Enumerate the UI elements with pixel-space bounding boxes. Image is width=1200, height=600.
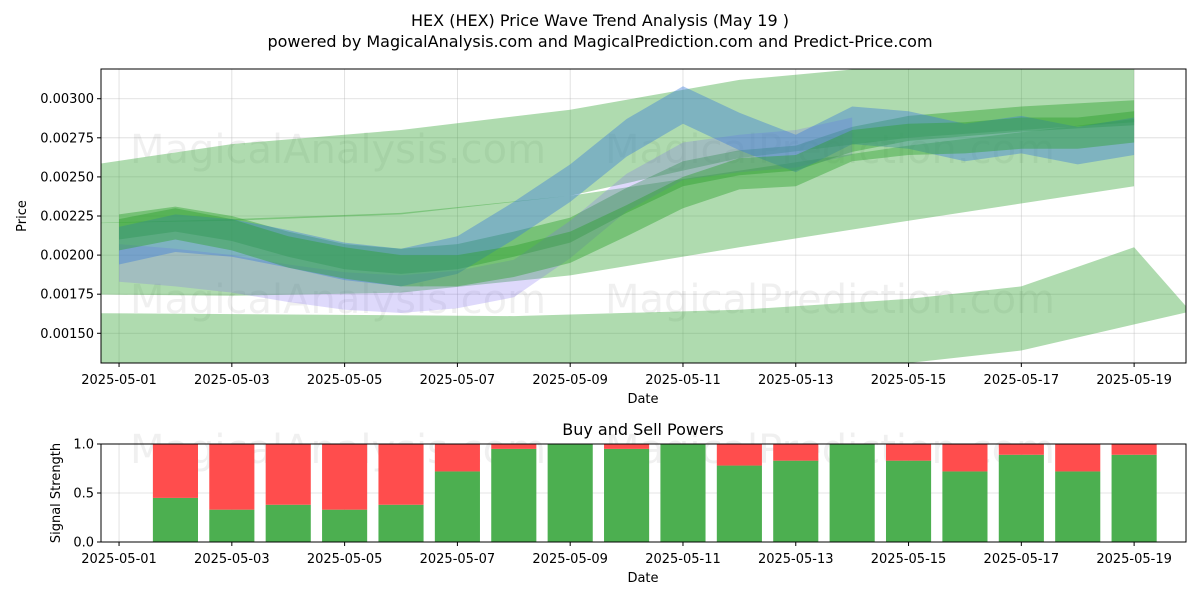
top-y-tick-label-1: 0.00175 [40, 288, 94, 303]
watermark-prediction-mid: MagicalPrediction.com [605, 277, 1055, 323]
bottom-y-tick-label-2: 1.0 [73, 438, 94, 453]
watermark-analysis-top: MagicalAnalysis.com [130, 127, 546, 173]
sell-bar-2025-05-15 [885, 444, 932, 461]
price-band-green-0 [101, 69, 1135, 224]
top-x-tick-label-8: 2025-05-17 [984, 373, 1060, 388]
bottom-plot-title: Buy and Sell Powers [562, 420, 724, 439]
bottom-x-tick-label-1: 2025-05-03 [194, 552, 270, 567]
bottom-x-tick-label-3: 2025-05-07 [420, 552, 496, 567]
buy-bar-2025-05-16 [942, 471, 988, 542]
sell-bar-2025-05-12 [716, 444, 762, 466]
top-x-tick-label-1: 2025-05-03 [194, 373, 270, 388]
buy-bar-2025-05-02 [152, 497, 198, 542]
sell-bar-2025-05-08 [491, 444, 537, 449]
sell-bar-2025-05-10 [604, 444, 650, 449]
buy-bar-2025-05-18 [1055, 471, 1101, 542]
buy-bar-2025-05-17 [998, 454, 1044, 542]
sell-bar-2025-05-03 [209, 444, 255, 510]
price-band-violet-4 [119, 117, 853, 313]
chart-title: HEX (HEX) Price Wave Trend Analysis (May… [411, 11, 789, 30]
price-bands [101, 69, 1186, 363]
top-x-tick-label-7: 2025-05-15 [871, 373, 947, 388]
buy-bar-2025-05-06 [378, 504, 424, 542]
bottom-x-tick-label-5: 2025-05-11 [645, 552, 721, 567]
bottom-y-tick-label-1: 0.5 [73, 487, 94, 502]
sell-bar-2025-05-02 [152, 444, 198, 498]
bottom-x-axis-label: Date [627, 571, 658, 586]
sell-bar-2025-05-17 [998, 444, 1044, 455]
top-y-tick-label-0: 0.00150 [40, 327, 94, 342]
top-y-tick-label-3: 0.00225 [40, 210, 94, 225]
sell-bar-2025-05-05 [322, 444, 368, 510]
top-x-tick-label-5: 2025-05-11 [645, 373, 721, 388]
chart-subtitle: powered by MagicalAnalysis.com and Magic… [267, 32, 932, 51]
bottom-x-tick-label-6: 2025-05-13 [758, 552, 834, 567]
sell-bar-2025-05-07 [434, 444, 480, 472]
watermark-analysis-mid: MagicalAnalysis.com [130, 277, 546, 323]
sell-bar-2025-05-06 [378, 444, 424, 505]
top-grid [101, 69, 1186, 363]
price-band-green-6 [119, 111, 1135, 287]
top-y-tick-label-6: 0.00300 [40, 92, 94, 107]
buy-bar-2025-05-08 [491, 448, 537, 542]
top-plot: MagicalAnalysis.com MagicalPrediction.co… [15, 68, 1187, 407]
top-y-tick-label-4: 0.00250 [40, 170, 94, 185]
bottom-x-tick-label-7: 2025-05-15 [871, 552, 947, 567]
buy-bar-2025-05-10 [604, 448, 650, 542]
top-y-axis-label: Price [15, 200, 30, 232]
watermark-prediction-top: MagicalPrediction.com [605, 127, 1055, 173]
buy-bar-2025-05-05 [322, 509, 368, 542]
signal-bars [152, 444, 1157, 542]
sell-bar-2025-05-19 [1111, 444, 1157, 455]
bottom-x-tick-label-9: 2025-05-19 [1096, 552, 1172, 567]
top-x-axis-label: Date [627, 392, 658, 407]
top-x-tick-label-0: 2025-05-01 [81, 373, 157, 388]
top-x-tick-label-9: 2025-05-19 [1096, 373, 1172, 388]
buy-bar-2025-05-03 [209, 509, 255, 542]
buy-bar-2025-05-09 [547, 444, 593, 542]
buy-bar-2025-05-07 [434, 471, 480, 542]
sell-bar-2025-05-13 [773, 444, 819, 461]
buy-bar-2025-05-04 [265, 504, 311, 542]
bottom-axis-ticks: 0.0 0.5 1.0 2025-05-01 2025-05-03 2025-05-05 2… [73, 438, 1172, 568]
bottom-x-tick-label-0: 2025-05-01 [81, 552, 157, 567]
buy-bar-2025-05-19 [1111, 454, 1157, 542]
bottom-plot: Buy and Sell Powers MagicalAnalysis.com … [49, 420, 1187, 586]
bottom-x-tick-label-2: 2025-05-05 [307, 552, 383, 567]
top-x-tick-label-3: 2025-05-07 [420, 373, 496, 388]
sell-bar-2025-05-04 [265, 444, 311, 505]
top-x-tick-label-2: 2025-05-05 [307, 373, 383, 388]
price-band-green-1 [101, 119, 1135, 296]
top-x-tick-label-4: 2025-05-09 [532, 373, 608, 388]
buy-bar-2025-05-13 [773, 460, 819, 542]
buy-bar-2025-05-12 [716, 465, 762, 542]
sell-bar-2025-05-18 [1055, 444, 1101, 472]
sell-bar-2025-05-16 [942, 444, 988, 472]
bottom-y-tick-label-0: 0.0 [73, 536, 94, 551]
top-y-tick-label-2: 0.00200 [40, 249, 94, 264]
bottom-x-tick-label-4: 2025-05-09 [532, 552, 608, 567]
bottom-x-tick-label-8: 2025-05-17 [984, 552, 1060, 567]
price-band-green-3 [119, 100, 1135, 274]
bottom-y-axis-label: Signal Strength [49, 443, 64, 543]
buy-bar-2025-05-11 [660, 444, 706, 542]
top-axis-ticks: 0.00150 0.00175 0.00200 0.00225 0.00250 0.002… [40, 92, 1172, 388]
price-band-green-2 [101, 247, 1186, 363]
top-x-tick-label-6: 2025-05-13 [758, 373, 834, 388]
price-band-blue-5 [119, 86, 1135, 287]
buy-bar-2025-05-14 [829, 444, 875, 542]
buy-bar-2025-05-15 [885, 460, 932, 542]
top-y-tick-label-5: 0.00275 [40, 131, 94, 146]
